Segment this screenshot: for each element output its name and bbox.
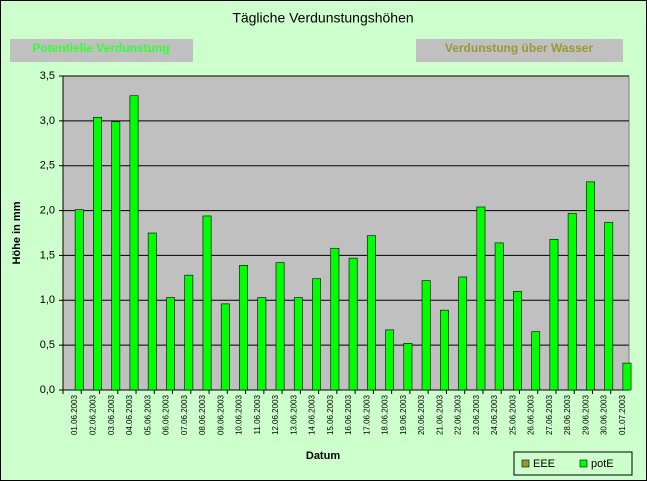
bar	[476, 206, 486, 391]
x-tick-label: 07.06.2003	[180, 394, 189, 435]
x-tick-label: 29.06.2003	[581, 394, 590, 435]
x-tick-label: 03.06.2003	[107, 394, 116, 435]
bar	[366, 235, 376, 391]
x-tick-label: 04.06.2003	[125, 394, 134, 435]
x-tick-label: 30.06.2003	[600, 394, 609, 435]
legend-label: EEE	[533, 458, 555, 470]
x-tick-label: 11.06.2003	[253, 394, 262, 434]
bar	[239, 264, 248, 391]
x-tick-label: 12.06.2003	[271, 394, 280, 435]
x-tick-label: 15.06.2003	[326, 394, 335, 435]
x-tick-label: 01.07.2003	[618, 394, 627, 435]
x-tick-label: 09.06.2003	[216, 394, 225, 435]
x-tick-label: 16.06.2003	[344, 394, 353, 435]
bar	[385, 329, 395, 391]
annotation-box	[10, 39, 193, 62]
x-tick-label: 18.06.2003	[381, 394, 390, 435]
bar	[513, 291, 522, 391]
bar	[312, 278, 321, 391]
bar	[531, 331, 541, 391]
annotation: Verdunstung über Wasser	[445, 41, 594, 55]
x-tick-label: 05.06.2003	[143, 394, 152, 435]
x-tick-label: 21.06.2003	[435, 394, 444, 435]
bar	[604, 221, 614, 391]
x-tick-label: 19.06.2003	[399, 394, 408, 435]
x-tick-label: 28.06.2003	[563, 394, 572, 435]
x-tick-label: 06.06.2003	[162, 394, 171, 435]
x-tick-label: 25.06.2003	[508, 394, 517, 435]
y-tick-label: 1,5	[40, 249, 55, 261]
x-tick-label: 22.06.2003	[454, 394, 463, 435]
y-tick-label: 3,5	[40, 70, 55, 82]
chart-title: Tägliche Verdunstungshöhen	[232, 10, 413, 26]
bar	[567, 212, 577, 391]
bar	[220, 303, 230, 391]
bar	[403, 343, 413, 391]
y-tick-label: 3,0	[40, 115, 55, 127]
x-tick-label: 17.06.2003	[362, 394, 371, 435]
bar	[202, 215, 212, 391]
bar	[74, 209, 84, 391]
bar	[257, 297, 267, 391]
bar	[458, 276, 468, 391]
annotation: Potentielle Verdunstung	[32, 41, 169, 55]
y-tick-label: 0,0	[40, 384, 55, 396]
bar	[111, 121, 121, 391]
annotation-box	[416, 39, 623, 62]
x-tick-label: 13.06.2003	[289, 394, 298, 435]
bar	[586, 181, 595, 391]
x-tick-label: 27.06.2003	[545, 394, 554, 435]
legend-swatch	[579, 459, 588, 468]
bar	[622, 362, 632, 391]
x-tick-label: 14.06.2003	[308, 394, 317, 435]
x-tick-label: 24.06.2003	[490, 394, 499, 435]
x-tick-label: 23.06.2003	[472, 394, 481, 435]
x-tick-label: 10.06.2003	[235, 394, 244, 435]
x-tick-label: 08.06.2003	[198, 394, 207, 435]
bar	[184, 274, 194, 391]
legend-swatch	[521, 459, 530, 468]
y-tick-label: 0,5	[40, 339, 55, 351]
bar	[421, 280, 431, 391]
bar	[348, 257, 358, 391]
bar	[275, 262, 285, 391]
bar	[293, 297, 303, 391]
x-tick-label: 01.06.2003	[70, 394, 79, 435]
y-tick-label: 2,0	[40, 204, 55, 216]
y-tick-label: 1,0	[40, 294, 55, 306]
legend-label: potE	[591, 458, 614, 470]
bar	[129, 95, 139, 391]
x-tick-label: 20.06.2003	[417, 394, 426, 435]
x-tick-label: 26.06.2003	[527, 394, 536, 435]
legend-box	[513, 451, 633, 476]
bar	[549, 238, 559, 391]
y-axis-label: Höhe in mm	[11, 201, 23, 264]
bar	[494, 242, 504, 391]
bar	[93, 116, 102, 391]
y-tick-label: 2,5	[40, 160, 55, 172]
bar	[439, 309, 449, 391]
bar	[330, 247, 340, 391]
x-axis-label: Datum	[306, 450, 340, 462]
bar	[166, 297, 175, 391]
bar	[147, 232, 157, 391]
x-tick-label: 02.06.2003	[88, 394, 97, 435]
